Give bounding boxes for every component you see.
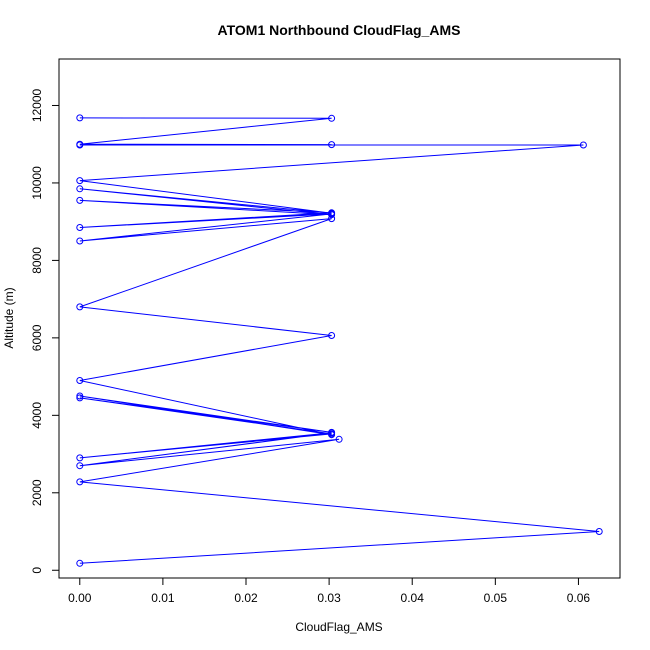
data-point [76,303,84,311]
data-point [76,462,84,470]
data-point [328,332,336,339]
data-point [76,394,84,402]
data-point [579,141,587,149]
data-point [76,114,84,122]
data-point [76,185,84,193]
y-tick-label: 2000 [30,479,44,506]
x-tick-label: 0.01 [151,591,175,605]
data-point [595,528,603,535]
data-point [328,431,336,439]
data-point [328,114,336,122]
x-tick-label: 0.05 [484,591,508,605]
y-tick-label: 4000 [30,402,44,429]
y-tick-label: 10000 [30,166,44,200]
x-tick-label: 0.04 [401,591,425,605]
data-point [328,141,336,149]
y-tick-label: 8000 [30,247,44,274]
x-tick-label: 0.00 [68,591,92,605]
y-tick-label: 12000 [30,88,44,122]
x-tick-label: 0.03 [317,591,341,605]
data-point [328,428,336,436]
x-tick-label: 0.06 [567,591,591,605]
data-point [76,140,84,148]
x-axis-label: CloudFlag_AMS [295,620,382,634]
data-point [76,559,84,567]
data-point [328,209,336,217]
data-point [76,454,84,462]
data-point [76,224,84,231]
y-axis-label: Altitude (m) [2,287,16,348]
plot-frame [58,58,621,579]
plot-area [76,114,603,567]
chart-title: ATOM1 Northbound CloudFlag_AMS [218,22,461,38]
data-point [76,478,84,486]
y-axis: 0 2000 4000 6000 8000 10000 12000 [30,88,60,574]
data-point [76,377,84,384]
x-axis: 0.00 0.01 0.02 0.03 0.04 0.05 0.06 [68,577,591,605]
data-point [335,435,343,443]
data-point [76,237,84,245]
series-line [79,117,600,564]
y-tick-label: 0 [30,567,44,574]
data-point [76,177,84,185]
y-tick-label: 6000 [30,324,44,351]
data-point [76,392,84,400]
data-point [76,196,84,204]
x-tick-label: 0.02 [234,591,258,605]
